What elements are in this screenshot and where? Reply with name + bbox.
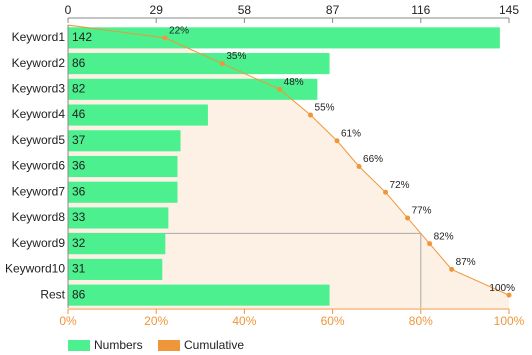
category-label: Keyword4	[12, 107, 66, 121]
category-label: Rest	[40, 287, 65, 301]
cumulative-label: 61%	[341, 128, 361, 139]
bar	[68, 27, 500, 49]
category-label: Keyword2	[12, 56, 66, 70]
cumulative-point	[405, 215, 411, 221]
cumulative-point	[219, 61, 225, 67]
x-tick-label: 145	[499, 3, 519, 17]
legend-swatch	[68, 340, 90, 351]
x2-tick-label: 0%	[59, 314, 77, 328]
x-tick-label: 116	[411, 3, 430, 17]
x2-tick-label: 60%	[321, 314, 345, 328]
bar-label: 32	[72, 236, 86, 250]
bar-label: 82	[72, 81, 86, 95]
cumulative-label: 72%	[390, 180, 410, 191]
x-tick-label: 29	[150, 3, 164, 17]
bar	[68, 104, 208, 126]
bar-label: 86	[72, 56, 86, 70]
cumulative-label: 22%	[169, 26, 189, 37]
category-label: Keyword9	[12, 236, 66, 250]
bar-label: 36	[72, 184, 86, 198]
category-label: Keyword3	[12, 81, 66, 95]
x2-tick-label: 80%	[409, 314, 433, 328]
bar	[68, 155, 178, 178]
bar-label: 37	[72, 133, 86, 147]
bar-label: 86	[72, 287, 86, 301]
cumulative-label: 35%	[226, 51, 246, 62]
bar	[68, 53, 330, 75]
cumulative-label: 77%	[412, 206, 432, 217]
bar-label: 142	[72, 30, 92, 44]
cumulative-label: 48%	[284, 77, 304, 88]
bar	[68, 233, 166, 255]
category-label: Keyword5	[12, 133, 66, 147]
cumulative-label: 55%	[315, 103, 335, 114]
cumulative-point	[162, 35, 168, 41]
bar-label: 33	[72, 210, 86, 224]
x-tick-label: 58	[238, 3, 252, 17]
cumulative-lead	[67, 24, 166, 39]
legend-label: Cumulative	[184, 338, 244, 352]
cumulative-point	[308, 112, 314, 118]
cumulative-label: 66%	[363, 154, 383, 165]
bar	[68, 78, 318, 100]
category-label: Keyword6	[12, 159, 66, 173]
bar-label: 36	[72, 159, 86, 173]
legend-label: Numbers	[94, 338, 143, 352]
bar	[68, 130, 181, 152]
cumulative-point	[277, 86, 283, 92]
cumulative-point	[334, 138, 340, 144]
legend-swatch	[158, 340, 180, 351]
bar	[68, 207, 169, 229]
bar	[68, 181, 178, 203]
x-tick-label: 87	[326, 3, 340, 17]
category-label: Keyword1	[12, 30, 66, 44]
cumulative-point	[427, 241, 433, 247]
category-label: Keyword7	[12, 184, 66, 198]
x2-tick-label: 20%	[144, 314, 168, 328]
x2-tick-label: 40%	[232, 314, 256, 328]
x2-tick-label: 100%	[494, 314, 525, 328]
cumulative-point	[506, 292, 512, 298]
bar	[68, 284, 330, 306]
bar	[68, 258, 163, 280]
category-label: Keyword8	[12, 210, 66, 224]
bar-label: 46	[72, 107, 86, 121]
bar-label: 31	[72, 262, 86, 276]
cumulative-point	[383, 189, 389, 195]
cumulative-label: 87%	[456, 257, 476, 268]
category-label: Keyword10	[5, 262, 65, 276]
cumulative-point	[356, 164, 362, 169]
cumulative-label: 100%	[489, 283, 515, 294]
cumulative-point	[449, 266, 455, 272]
cumulative-label: 82%	[434, 231, 454, 242]
x-tick-label: 0	[65, 3, 72, 17]
